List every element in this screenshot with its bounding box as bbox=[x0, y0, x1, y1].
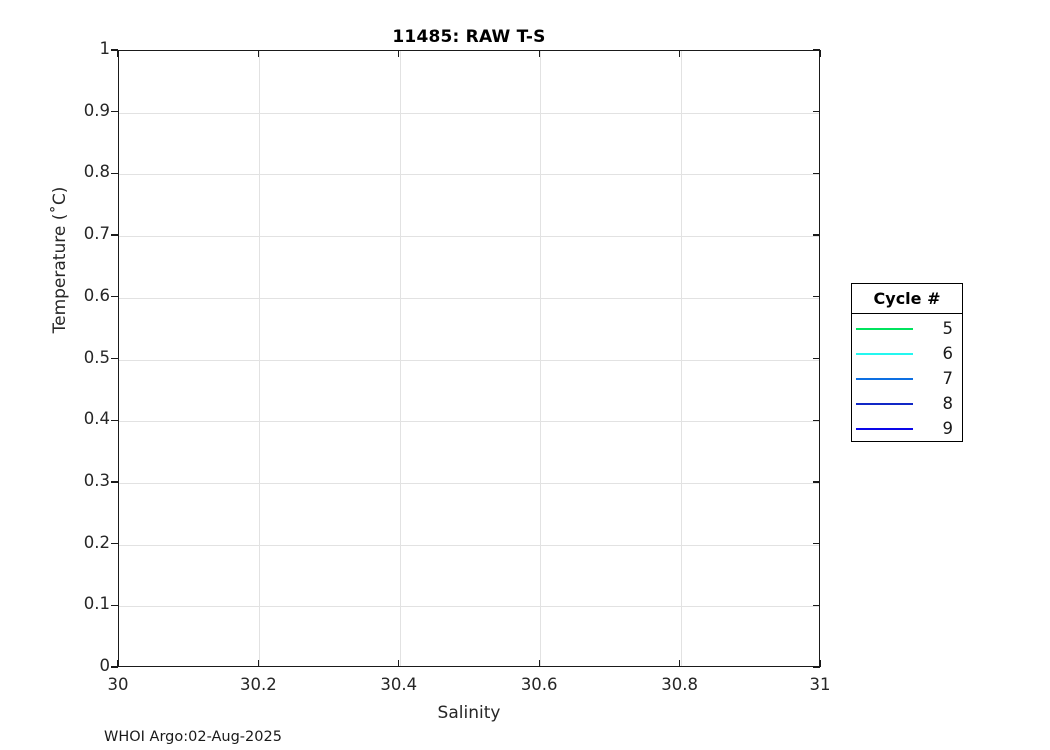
x-tick-mark bbox=[398, 50, 400, 57]
gridline-horizontal bbox=[119, 112, 819, 114]
x-tick-mark bbox=[117, 660, 119, 667]
y-tick-mark bbox=[111, 419, 118, 421]
y-tick-labels: 0 0.1 0.2 0.3 0.4 0.5 0.6 0.7 0.8 0.9 1 bbox=[45, 0, 110, 750]
y-tick-mark bbox=[813, 604, 820, 606]
y-tick-mark bbox=[111, 111, 118, 113]
y-tick-mark bbox=[813, 234, 820, 236]
plot-area bbox=[118, 50, 820, 667]
legend-title: Cycle # bbox=[852, 284, 962, 314]
x-tick-label: 30.2 bbox=[240, 675, 277, 694]
y-tick-mark bbox=[813, 111, 820, 113]
y-tick-mark bbox=[813, 357, 820, 360]
y-tick-mark bbox=[813, 666, 820, 668]
x-tick-mark bbox=[257, 660, 260, 667]
gridline-horizontal bbox=[119, 174, 819, 176]
gridline-vertical bbox=[540, 51, 542, 666]
legend-line-swatch bbox=[852, 341, 915, 366]
y-tick-label: 0.2 bbox=[83, 532, 110, 552]
legend-item-label: 9 bbox=[942, 419, 954, 438]
y-tick-mark bbox=[111, 666, 118, 668]
gridline-vertical bbox=[259, 51, 261, 666]
y-tick-mark bbox=[111, 604, 118, 606]
y-tick-mark bbox=[111, 357, 118, 360]
y-tick-mark bbox=[111, 49, 118, 51]
y-tick-mark bbox=[813, 296, 820, 298]
legend-line bbox=[856, 377, 913, 380]
x-tick-mark bbox=[538, 660, 540, 667]
gridlines bbox=[119, 51, 819, 666]
legend-line bbox=[856, 427, 913, 430]
legend-item-label: 8 bbox=[942, 394, 954, 413]
legend-item[interactable]: 6 bbox=[852, 341, 962, 366]
y-tick-mark bbox=[111, 296, 118, 298]
y-tick-label: 0.4 bbox=[83, 409, 110, 429]
x-axis-title: Salinity bbox=[437, 703, 501, 723]
gridline-vertical bbox=[399, 51, 401, 666]
x-tick-mark bbox=[257, 50, 260, 57]
y-tick-mark bbox=[813, 49, 820, 51]
y-tick-mark bbox=[111, 542, 118, 545]
y-tick-label: 0.3 bbox=[83, 470, 110, 490]
legend-item-label: 7 bbox=[942, 369, 954, 388]
legend-line bbox=[856, 352, 913, 355]
x-tick-label: 30.6 bbox=[520, 675, 558, 694]
y-tick-label: 0.6 bbox=[83, 285, 110, 305]
x-tick-mark bbox=[398, 660, 400, 667]
y-tick-label: 0.1 bbox=[83, 594, 110, 614]
gridline-horizontal bbox=[119, 359, 819, 361]
legend-line-swatch bbox=[852, 416, 915, 441]
legend-items: 5 6 7 8 9 bbox=[852, 314, 962, 441]
y-axis-title: Temperature (˚C) bbox=[50, 145, 70, 375]
y-tick-label: 0.9 bbox=[83, 100, 110, 120]
page-title: 11485: RAW T-S bbox=[392, 27, 546, 47]
y-tick-label: 0 bbox=[99, 656, 111, 675]
y-axis-title-suffix: C) bbox=[50, 186, 70, 206]
x-tick-mark bbox=[819, 660, 821, 667]
y-tick-mark bbox=[813, 419, 820, 421]
legend: Cycle # 5 6 7 8 9 bbox=[851, 283, 963, 442]
y-tick-mark bbox=[111, 481, 118, 483]
legend-line-swatch bbox=[852, 391, 915, 416]
x-tick-label: 30 bbox=[107, 675, 129, 694]
legend-item[interactable]: 5 bbox=[852, 316, 962, 341]
gridline-horizontal bbox=[119, 297, 819, 299]
x-tick-mark bbox=[117, 50, 119, 57]
y-tick-mark bbox=[111, 234, 118, 236]
legend-line bbox=[856, 327, 913, 330]
footer-stamp: WHOI Argo:02-Aug-2025 bbox=[104, 729, 282, 745]
gridline-vertical bbox=[680, 51, 682, 666]
legend-item-label: 6 bbox=[942, 344, 954, 363]
x-tick-label: 30.8 bbox=[661, 675, 698, 694]
x-tick-mark bbox=[678, 660, 681, 667]
legend-item[interactable]: 9 bbox=[852, 416, 962, 441]
y-tick-mark bbox=[813, 172, 820, 175]
y-tick-label: 0.5 bbox=[83, 347, 110, 367]
degree-icon: ˚ bbox=[50, 205, 70, 214]
legend-line-swatch bbox=[852, 366, 915, 391]
gridline-horizontal bbox=[119, 482, 819, 484]
y-axis-title-prefix: Temperature ( bbox=[50, 213, 70, 334]
x-tick-mark bbox=[678, 50, 681, 57]
x-tick-mark bbox=[819, 50, 821, 57]
gridline-horizontal bbox=[119, 544, 819, 546]
y-tick-label: 1 bbox=[99, 39, 111, 58]
x-tick-mark bbox=[538, 50, 540, 57]
legend-item[interactable]: 7 bbox=[852, 366, 962, 391]
x-tick-label: 30.4 bbox=[380, 675, 418, 694]
gridline-horizontal bbox=[119, 606, 819, 608]
y-tick-label: 0.7 bbox=[83, 224, 110, 244]
y-tick-mark bbox=[111, 172, 118, 175]
legend-line bbox=[856, 402, 913, 405]
y-tick-label: 0.8 bbox=[83, 162, 110, 182]
gridline-horizontal bbox=[119, 421, 819, 423]
x-tick-label: 31 bbox=[809, 675, 831, 694]
legend-item-label: 5 bbox=[942, 319, 954, 338]
y-tick-mark bbox=[813, 481, 820, 483]
legend-line-swatch bbox=[852, 316, 915, 341]
gridline-horizontal bbox=[119, 236, 819, 238]
y-tick-mark bbox=[813, 542, 820, 545]
legend-item[interactable]: 8 bbox=[852, 391, 962, 416]
